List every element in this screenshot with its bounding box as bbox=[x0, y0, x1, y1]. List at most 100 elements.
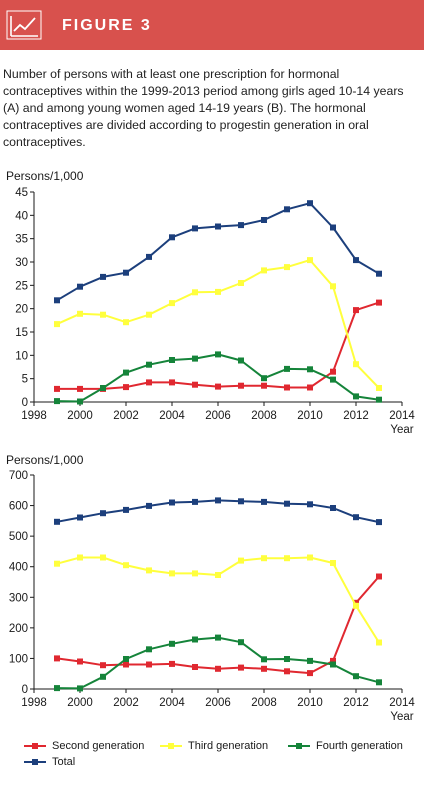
chart-a-point-total bbox=[284, 206, 290, 213]
chart-a-x-tick-label: 2010 bbox=[297, 410, 323, 422]
chart-b-point-second bbox=[192, 664, 198, 670]
chart-b-point-total bbox=[192, 498, 198, 505]
chart-b-point-second bbox=[54, 655, 60, 662]
chart-b-point-total bbox=[146, 502, 152, 509]
chart-a-point-fourth bbox=[146, 361, 152, 368]
chart-b-point-total bbox=[284, 500, 290, 507]
chart-a-point-third bbox=[54, 321, 60, 328]
chart-a-point-third bbox=[192, 289, 198, 296]
chart-a-point-total bbox=[146, 253, 152, 260]
chart-b-point-third bbox=[353, 602, 359, 609]
chart-b-x-tick-label: 2006 bbox=[205, 697, 231, 709]
chart-b-point-second bbox=[307, 670, 313, 677]
chart-a-x-tick-label: 2002 bbox=[113, 410, 139, 422]
chart-b-point-third bbox=[77, 554, 83, 561]
chart-a-point-second bbox=[330, 368, 336, 375]
figure-caption: Number of persons with at least one pres… bbox=[3, 67, 404, 149]
chart-a-point-second bbox=[192, 381, 198, 388]
chart-a-point-second bbox=[169, 379, 175, 386]
chart-b-series-line-third bbox=[56, 556, 380, 644]
chart-a-y-tick-label: 25 bbox=[15, 280, 28, 292]
chart-b-point-fourth bbox=[238, 639, 244, 646]
chart-b-y-tick-label: 700 bbox=[9, 470, 28, 482]
legend-swatch-fourth bbox=[288, 743, 310, 749]
legend-item-total: Total bbox=[24, 756, 75, 768]
chart-a-y-tick-label: 5 bbox=[22, 374, 28, 386]
chart-b-x-tick-label: 1998 bbox=[21, 697, 47, 709]
chart-a-point-third bbox=[376, 385, 382, 391]
chart-a-point-fourth bbox=[192, 355, 198, 362]
chart-b-point-total bbox=[215, 497, 221, 504]
chart-b-point-fourth bbox=[192, 636, 198, 643]
chart-b-y-tick-label: 400 bbox=[9, 562, 28, 574]
chart-b-point-second bbox=[261, 665, 267, 672]
chart-a-point-fourth bbox=[353, 393, 359, 400]
chart-b-point-fourth bbox=[146, 646, 152, 653]
chart-a-point-second bbox=[215, 383, 221, 390]
legend-label-second: Second generation bbox=[52, 740, 145, 752]
chart-b-point-fourth bbox=[123, 656, 129, 662]
chart-a-point-fourth bbox=[169, 357, 175, 363]
chart-b-point-third bbox=[307, 554, 313, 561]
chart-a-point-third bbox=[261, 267, 267, 274]
chart-a-point-third bbox=[77, 310, 83, 317]
chart-a-y-tick-label: 30 bbox=[15, 257, 28, 269]
chart-b-point-third bbox=[54, 560, 60, 567]
chart-a-point-second bbox=[123, 384, 129, 391]
chart-b-y-tick-label: 100 bbox=[9, 653, 28, 665]
chart-a-y-tick-label: 0 bbox=[22, 397, 28, 409]
chart-b-point-total bbox=[353, 514, 359, 521]
chart-a-point-second bbox=[261, 382, 267, 389]
chart-a-point-third bbox=[100, 311, 106, 318]
chart-a-x-tick-label: 2012 bbox=[343, 410, 369, 422]
chart-a-point-total bbox=[123, 269, 129, 276]
chart-b-point-third bbox=[169, 570, 175, 577]
chart-b-point-fourth bbox=[284, 656, 290, 662]
legend-swatch-third bbox=[160, 743, 182, 749]
chart-a-point-total bbox=[307, 200, 313, 207]
chart-a-point-third bbox=[146, 311, 152, 318]
chart-a-point-third bbox=[307, 257, 313, 264]
chart-b-y-tick-label: 300 bbox=[9, 592, 28, 604]
chart-b-point-total bbox=[77, 514, 83, 521]
chart-a-point-fourth bbox=[123, 369, 129, 376]
chart-b-point-total bbox=[261, 498, 267, 505]
chart-a-point-fourth bbox=[284, 365, 290, 372]
chart-a-point-fourth bbox=[238, 357, 244, 364]
legend-label-total: Total bbox=[52, 756, 76, 768]
chart-a-point-third bbox=[123, 319, 129, 326]
chart-a-point-total bbox=[330, 224, 336, 231]
chart-a-point-fourth bbox=[215, 351, 221, 358]
chart-b-point-fourth bbox=[353, 673, 359, 680]
chart-b-point-second bbox=[284, 668, 290, 675]
chart-b-point-third bbox=[330, 560, 336, 566]
chart-a-point-total bbox=[169, 234, 175, 241]
chart-b-point-fourth bbox=[330, 661, 336, 668]
chart-b-x-tick-label: 2014 bbox=[389, 697, 415, 709]
chart-a-point-fourth bbox=[77, 398, 83, 405]
chart-b-point-fourth bbox=[100, 673, 106, 680]
chart-a-point-total bbox=[353, 257, 359, 264]
chart-a-x-tick-label: 2008 bbox=[251, 410, 277, 422]
chart-a-point-second bbox=[307, 384, 313, 391]
chart-b-point-third bbox=[146, 567, 152, 574]
legend-item-second: Second generation bbox=[24, 740, 144, 752]
chart-b-y-tick-label: 200 bbox=[9, 623, 28, 635]
chart-b-point-second bbox=[353, 599, 359, 606]
chart-b-y-tick-label: 0 bbox=[22, 684, 28, 696]
chart-b-point-total bbox=[169, 499, 175, 506]
chart-a-point-second bbox=[376, 299, 382, 306]
chart-b-point-second bbox=[330, 657, 336, 664]
chart-b-point-third bbox=[192, 570, 198, 577]
chart-a-point-total bbox=[77, 283, 83, 290]
chart-a-point-total bbox=[215, 223, 221, 230]
chart-a-point-third bbox=[215, 288, 221, 295]
chart-b-point-total bbox=[330, 505, 336, 511]
figure-label: FIGURE 3 bbox=[62, 17, 152, 34]
legend-label-fourth: Fourth generation bbox=[316, 740, 403, 752]
chart-b-point-total bbox=[54, 518, 60, 525]
chart-b-point-second bbox=[123, 661, 129, 668]
chart-a-point-third bbox=[353, 361, 359, 368]
chart-b-point-fourth bbox=[77, 685, 83, 692]
chart-b-point-fourth bbox=[307, 657, 313, 664]
